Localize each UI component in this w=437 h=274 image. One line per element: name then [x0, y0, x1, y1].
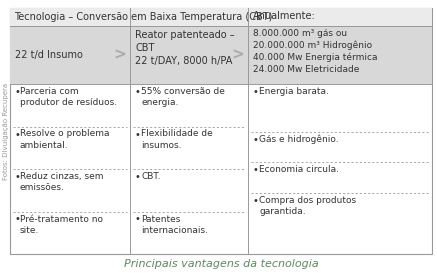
Text: 55% conversão de
energia.: 55% conversão de energia. [141, 87, 225, 107]
Text: Pré-tratamento no
site.: Pré-tratamento no site. [20, 215, 103, 235]
Text: •: • [253, 135, 259, 145]
Text: Principais vantagens da tecnologia: Principais vantagens da tecnologia [124, 259, 319, 269]
Text: Reduz cinzas, sem
emissões.: Reduz cinzas, sem emissões. [20, 172, 104, 192]
Text: Economia circula.: Economia circula. [259, 165, 339, 174]
Text: •: • [14, 172, 20, 182]
Text: Patentes
internacionais.: Patentes internacionais. [141, 215, 208, 235]
Text: Flexibilidade de
insumos.: Flexibilidade de insumos. [141, 130, 213, 150]
Text: •: • [135, 215, 141, 224]
Text: •: • [14, 130, 20, 139]
Text: •: • [14, 87, 20, 97]
Bar [10, 26, 432, 84]
Text: •: • [253, 196, 259, 206]
Text: 8.000.000 m³ gás ou
20.000.000 m³ Hidrogênio
40.000 Mw Energia térmica
24.000 Mw: 8.000.000 m³ gás ou 20.000.000 m³ Hidrog… [253, 29, 378, 74]
Text: Fotos: Divulgação Recupera: Fotos: Divulgação Recupera [3, 82, 9, 179]
Text: •: • [253, 165, 259, 175]
Text: •: • [135, 87, 141, 97]
Text: Anualmente:: Anualmente: [253, 11, 316, 21]
Text: •: • [14, 215, 20, 224]
Text: Resolve o problema
ambiental.: Resolve o problema ambiental. [20, 130, 110, 150]
Text: Reator patenteado –
CBT
22 t/DAY, 8000 h/PA: Reator patenteado – CBT 22 t/DAY, 8000 h… [135, 30, 235, 66]
Text: CBT.: CBT. [141, 172, 160, 181]
Text: >: > [114, 47, 126, 62]
Bar [10, 8, 432, 254]
Text: Energia barata.: Energia barata. [259, 87, 329, 96]
Text: Parceria com
produtor de resíduos.: Parceria com produtor de resíduos. [20, 87, 117, 107]
Text: >: > [232, 47, 244, 62]
Text: •: • [253, 87, 259, 97]
Text: 22 t/d Insumo: 22 t/d Insumo [15, 50, 83, 60]
Text: Gás e hidrogênio.: Gás e hidrogênio. [259, 135, 339, 144]
Bar [10, 8, 432, 26]
Text: Compra dos produtos
garantida.: Compra dos produtos garantida. [259, 196, 356, 216]
Text: •: • [135, 172, 141, 182]
Text: •: • [135, 130, 141, 139]
Text: Tecnologia – Conversão em Baixa Temperatura (CBT): Tecnologia – Conversão em Baixa Temperat… [14, 12, 272, 22]
